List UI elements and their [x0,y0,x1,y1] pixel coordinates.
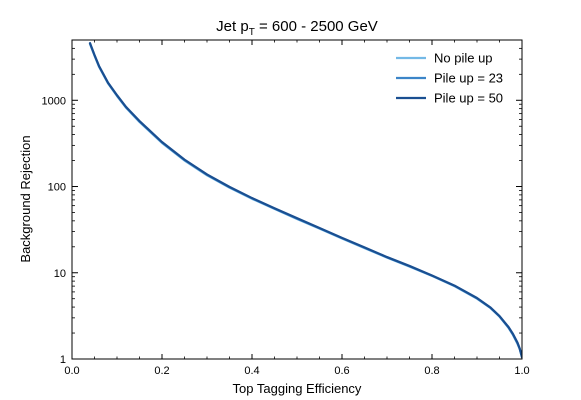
x-axis: 0.0 0.2 0.4 0.6 0.8 1.0 [64,40,530,377]
legend-label: Pile up = 50 [434,91,503,106]
x-axis-label: Top Tagging Efficiency [233,381,362,396]
x-tick-label: 0.0 [64,365,79,377]
y-axis-label: Background Rejection [18,135,33,262]
y-tick-label: 10 [54,268,66,280]
x-tick-label: 0.2 [154,365,169,377]
plot-frame [71,39,523,360]
x-tick-label: 0.8 [424,365,439,377]
y-axis: 1 10 100 1000 [42,39,522,366]
legend-label: No pile up [434,51,493,66]
series-layer [88,42,522,359]
x-tick-label: 0.6 [334,365,349,377]
series-line-3 [88,42,522,359]
x-tick-label: 1.0 [514,365,529,377]
y-tick-label: 1000 [42,95,66,107]
legend: No pile up Pile up = 23 Pile up = 50 [396,51,503,106]
y-tick-label: 100 [48,182,66,194]
chart-title: Jet pT = 600 - 2500 GeV [216,18,378,38]
y-tick-label: 1 [60,354,66,366]
x-tick-label: 0.4 [244,365,259,377]
legend-label: Pile up = 23 [434,71,503,86]
